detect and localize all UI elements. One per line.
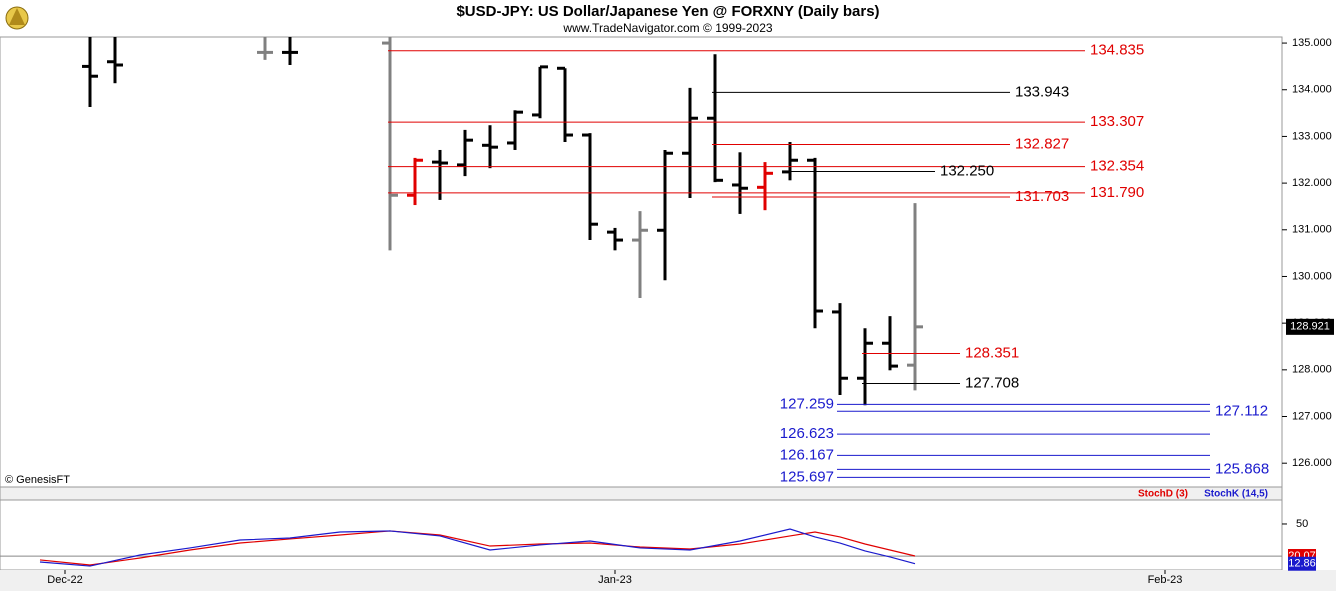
y-tick-label: 135.000 xyxy=(1292,37,1332,49)
stoch-panel xyxy=(0,499,1283,571)
legend-entry: StochD (3) xyxy=(1138,489,1188,500)
last-price-label: 128.921 xyxy=(1290,321,1330,333)
y-tick-label: 127.000 xyxy=(1292,410,1332,422)
level-label: 132.827 xyxy=(1015,135,1069,152)
y-tick-label: 134.000 xyxy=(1292,84,1332,96)
y-tick-label: 131.000 xyxy=(1292,224,1332,236)
x-tick-label: Feb-23 xyxy=(1148,574,1183,586)
chart-subtitle: www.TradeNavigator.com © 1999-2023 xyxy=(562,21,772,35)
level-label: 132.250 xyxy=(940,162,994,179)
chart-title: $USD-JPY: US Dollar/Japanese Yen @ FORXN… xyxy=(456,3,879,20)
level-label: 125.868 xyxy=(1215,460,1269,477)
y-tick-label: 50 xyxy=(1296,518,1308,530)
last-value-label: 12.86 xyxy=(1288,558,1316,570)
level-label: 126.623 xyxy=(780,425,834,442)
y-tick-label: 128.000 xyxy=(1292,364,1332,376)
level-label: 133.943 xyxy=(1015,83,1069,100)
level-label: 127.708 xyxy=(965,374,1019,391)
level-label: 134.835 xyxy=(1090,42,1144,59)
credit: © GenesisFT xyxy=(5,474,70,486)
stoch-line xyxy=(39,530,916,566)
level-label: 128.351 xyxy=(965,344,1019,361)
y-tick-label: 133.000 xyxy=(1292,130,1332,142)
level-label: 127.259 xyxy=(780,395,834,412)
level-label: 126.167 xyxy=(780,446,834,463)
level-label: 127.112 xyxy=(1215,402,1268,419)
level-label: 125.697 xyxy=(780,468,834,485)
indicator-header xyxy=(0,486,1283,501)
stoch-line xyxy=(39,528,916,567)
level-label: 133.307 xyxy=(1090,113,1144,130)
legend-entry: StochK (14,5) xyxy=(1204,489,1268,500)
y-tick-label: 130.000 xyxy=(1292,270,1332,282)
last-value-box xyxy=(1288,556,1316,571)
x-tick-label: Dec-22 xyxy=(47,574,82,586)
bars xyxy=(82,37,923,406)
last-price-box xyxy=(1286,318,1334,335)
level-label: 131.703 xyxy=(1015,188,1069,205)
y-tick-label: 132.000 xyxy=(1292,177,1332,189)
level-label: 131.790 xyxy=(1090,184,1144,201)
x-tick-label: Jan-23 xyxy=(598,574,632,586)
x-axis-strip xyxy=(0,570,1336,591)
level-label: 132.354 xyxy=(1090,158,1144,175)
y-tick-label: 126.000 xyxy=(1292,457,1332,469)
logo xyxy=(5,6,29,30)
